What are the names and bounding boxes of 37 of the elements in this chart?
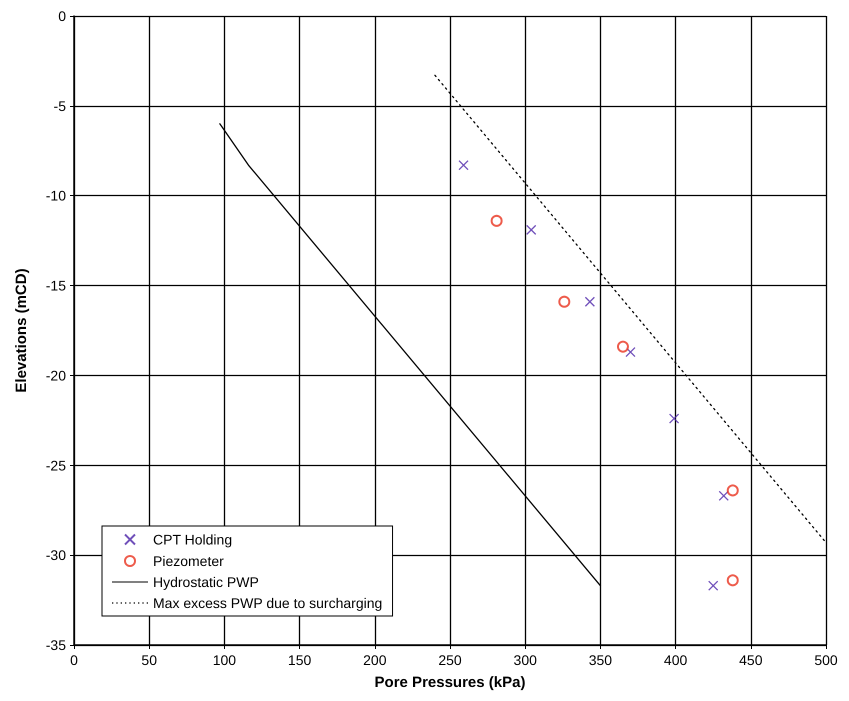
x-tick-label: 350	[588, 652, 612, 668]
y-tick-label: -20	[46, 367, 66, 384]
point	[668, 413, 680, 424]
x-tick-label: 150	[288, 652, 312, 668]
point	[726, 484, 739, 496]
x-tick-label: 500	[814, 652, 838, 668]
legend-label: Piezometer	[153, 553, 224, 569]
point	[458, 160, 469, 170]
legend-label: Max excess PWP due to surcharging	[153, 595, 382, 611]
y-tick-label: -25	[46, 457, 66, 474]
point	[526, 224, 536, 236]
x-tick-label: 100	[212, 652, 236, 668]
point	[558, 296, 570, 308]
y-tick-label: -10	[46, 188, 66, 204]
legend-label: CPT Holding	[153, 532, 232, 548]
point	[490, 214, 503, 227]
y-axis-title: Elevations (mCD)	[13, 268, 30, 393]
point	[708, 580, 718, 591]
x-tick-label: 400	[664, 652, 688, 668]
y-tick-label: -15	[46, 278, 66, 294]
point	[584, 296, 596, 307]
y-tick-label: -5	[54, 98, 66, 114]
legend-label: Hydrostatic PWP	[153, 574, 259, 590]
y-tick-label: -30	[46, 547, 66, 564]
x-tick-label: 250	[438, 652, 462, 668]
x-tick-label: 50	[141, 652, 158, 668]
point	[616, 340, 629, 353]
y-tick-label: -35	[46, 637, 66, 653]
point	[726, 574, 739, 586]
x-tick-label: 300	[514, 652, 538, 668]
point	[625, 346, 636, 358]
x-tick-label: 450	[739, 652, 763, 668]
y-tick-label: 0	[58, 8, 66, 24]
point	[718, 490, 729, 501]
x-tick-label: 200	[363, 652, 387, 668]
x-tick-label: 0	[70, 652, 78, 668]
x-axis-title: Pore Pressures (kPa)	[374, 674, 526, 691]
